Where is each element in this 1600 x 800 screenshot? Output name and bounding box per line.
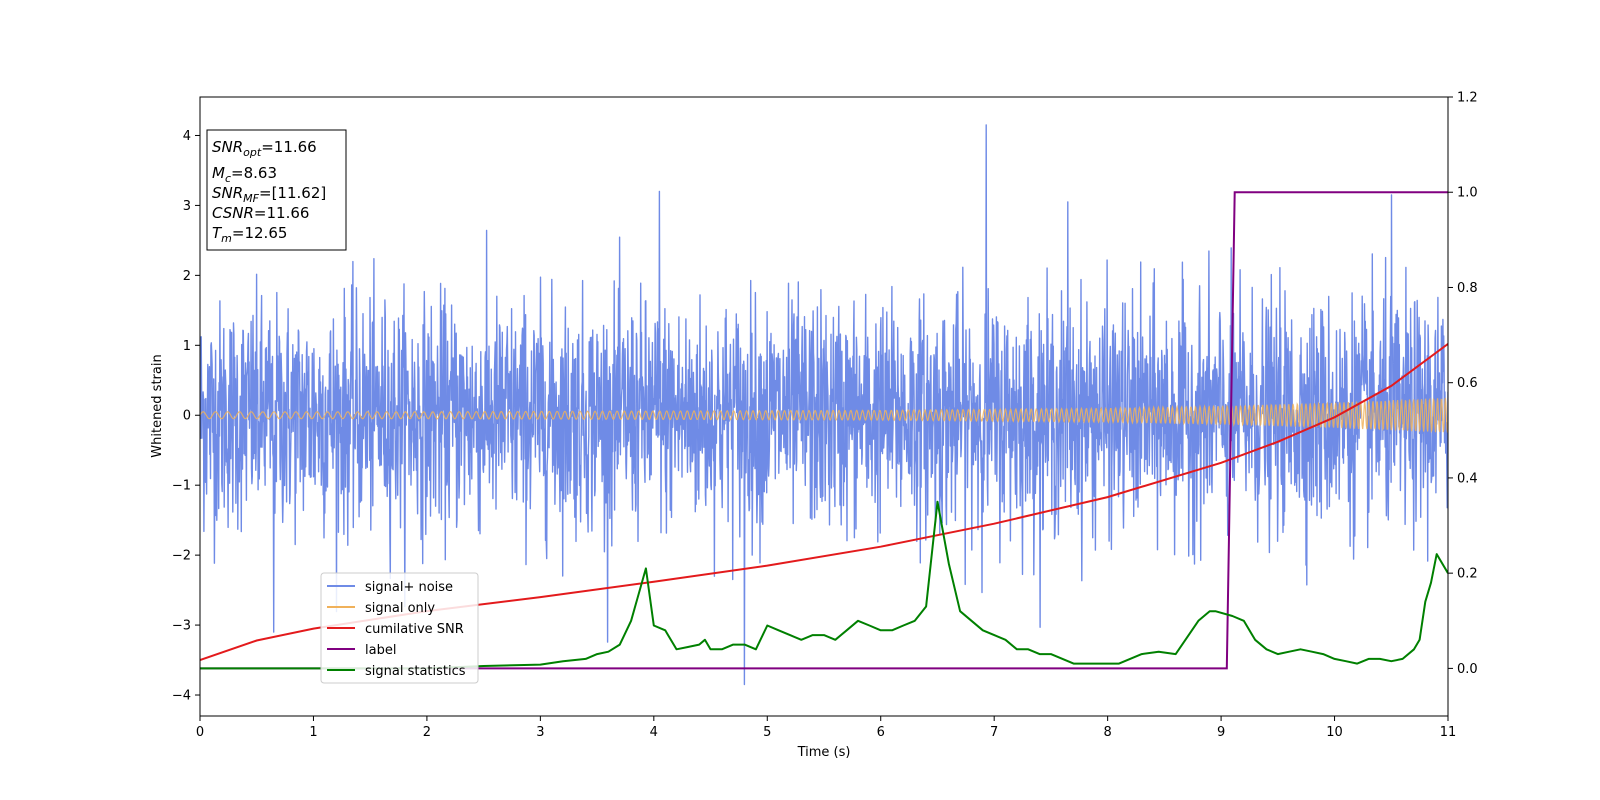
info-mc: Mc=8.63 <box>212 164 277 185</box>
legend-label-cumilative-snr: cumilative SNR <box>365 622 464 637</box>
info-snr-opt: SNRopt=11.66 <box>212 138 317 159</box>
y-axis-label: Whitened strain <box>150 354 165 457</box>
x-tick-label: 11 <box>1440 725 1457 740</box>
legend: signal+ noise signal only cumilative SNR… <box>320 572 479 684</box>
y-tick-label: 4 <box>183 129 191 144</box>
legend-label-signal-only: signal only <box>365 601 435 616</box>
y2-tick-label: 1.0 <box>1457 186 1478 201</box>
y-tick-label: 2 <box>183 269 191 284</box>
info-csnr-value: =11.66 <box>254 204 310 222</box>
x-tick-label: 4 <box>650 725 658 740</box>
series-signal-statistics-line <box>200 500 1448 670</box>
x-tick-label: 9 <box>1217 725 1225 740</box>
info-snr-mf-value: =[11.62] <box>259 184 326 202</box>
info-tm: Tm=12.65 <box>212 224 287 245</box>
legend-label-signal-statistics: signal statistics <box>365 664 466 679</box>
y2-tick-label: 0.8 <box>1457 281 1478 296</box>
legend-label-signal-noise: signal+ noise <box>365 580 453 595</box>
x-tick-label: 1 <box>309 725 317 740</box>
y-tick-label: −2 <box>172 549 191 564</box>
y2-tick-label: 0.6 <box>1457 376 1478 391</box>
y-tick-label: 0 <box>183 409 191 424</box>
series-signal-noise-line <box>200 124 1448 686</box>
info-mc-value: =8.63 <box>231 164 277 182</box>
legend-label-label: label <box>365 643 396 658</box>
x-tick-label: 6 <box>877 725 885 740</box>
info-tm-value: =12.65 <box>232 224 288 242</box>
y2-tick-label: 0.0 <box>1457 662 1478 677</box>
info-box: SNRopt=11.66 Mc=8.63 SNRMF=[11.62] CSNR=… <box>206 129 347 251</box>
x-tick-label: 10 <box>1326 725 1343 740</box>
plot-frame <box>199 96 1449 717</box>
y2-tick-label: 0.2 <box>1457 567 1478 582</box>
info-snr-mf: SNRMF=[11.62] <box>212 184 326 205</box>
x-tick-label: 3 <box>536 725 544 740</box>
y-tick-label: −1 <box>172 479 191 494</box>
legend-frame <box>320 572 479 684</box>
x-tick-label: 2 <box>423 725 431 740</box>
y2-tick-label: 0.4 <box>1457 471 1478 486</box>
y-tick-label: −4 <box>172 689 191 704</box>
info-csnr: CSNR=11.66 <box>212 204 309 222</box>
info-snr-opt-value: =11.66 <box>261 138 317 156</box>
x-tick-label: 0 <box>196 725 204 740</box>
y-tick-label: 3 <box>183 199 191 214</box>
x-tick-label: 8 <box>1103 725 1111 740</box>
y2-tick-label: 1.2 <box>1457 91 1478 106</box>
x-tick-label: 5 <box>763 725 771 740</box>
y-tick-label: 1 <box>183 339 191 354</box>
info-box-frame <box>206 129 347 251</box>
x-tick-label: 7 <box>990 725 998 740</box>
x-axis-label: Time (s) <box>797 745 851 760</box>
series-signal-only-line <box>200 397 1448 434</box>
series-label-line <box>200 191 1448 670</box>
y-tick-label: −3 <box>172 619 191 634</box>
axis-ticks-layer: 0 1 2 3 4 5 6 7 8 9 10 11 −4 −3 −2 −1 0 1 2 3 4 0.0 0.2 0.4 0.6 0… <box>172 91 1478 741</box>
